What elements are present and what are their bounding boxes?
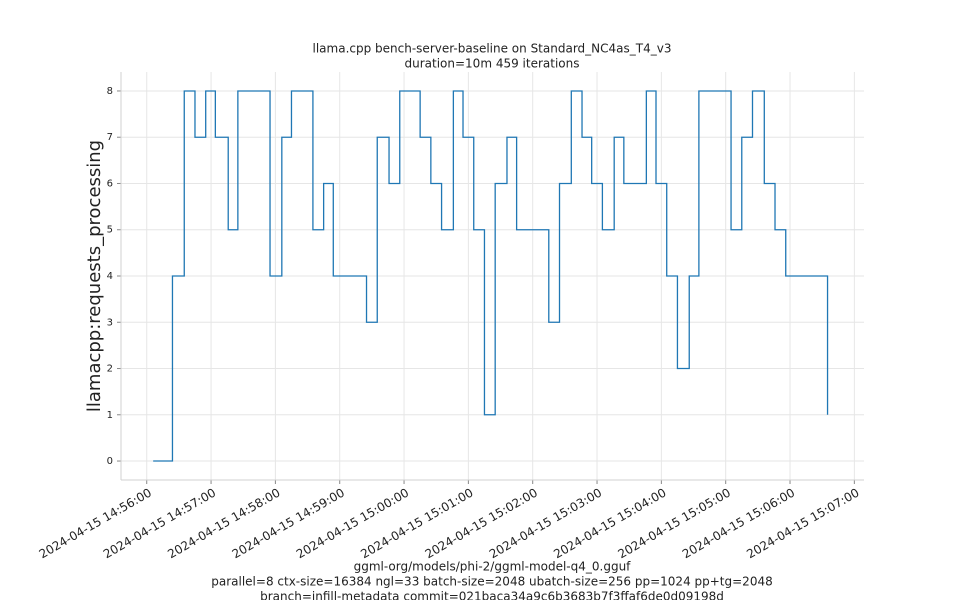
x-tick-label: 2024-04-15 15:07:00 bbox=[744, 486, 861, 562]
y-tick-label: 4 bbox=[107, 271, 113, 282]
x-tick-label: 2024-04-15 15:04:00 bbox=[551, 486, 668, 562]
y-tick-label: 6 bbox=[107, 178, 113, 189]
x-tick-label: 2024-04-15 14:56:00 bbox=[37, 486, 154, 562]
x-tick-label: 2024-04-15 15:02:00 bbox=[423, 486, 540, 562]
y-tick-label: 2 bbox=[107, 364, 113, 375]
x-axis-label: parallel=8 ctx-size=16384 ngl=33 batch-s… bbox=[211, 575, 772, 589]
x-tick-label: 2024-04-15 15:01:00 bbox=[358, 486, 475, 562]
y-tick-label: 8 bbox=[107, 86, 113, 97]
y-tick-label: 3 bbox=[107, 317, 113, 328]
y-tick-label: 0 bbox=[107, 456, 113, 467]
y-tick-label: 1 bbox=[107, 410, 113, 421]
x-axis-label: ggml-org/models/phi-2/ggml-model-q4_0.gg… bbox=[354, 560, 632, 574]
y-tick-label: 7 bbox=[107, 132, 113, 143]
chart-title: llama.cpp bench-server-baseline on Stand… bbox=[313, 42, 672, 56]
x-tick-label: 2024-04-15 15:05:00 bbox=[616, 486, 733, 562]
x-tick-label: 2024-04-15 15:03:00 bbox=[487, 486, 604, 562]
x-axis-label: branch=infill-metadata commit=021baca34a… bbox=[260, 590, 724, 600]
chart-subtitle: duration=10m 459 iterations bbox=[405, 57, 580, 71]
data-line bbox=[153, 90, 829, 462]
x-tick-label: 2024-04-15 15:00:00 bbox=[294, 486, 411, 562]
x-tick-label: 2024-04-15 14:59:00 bbox=[230, 486, 347, 562]
x-tick-label: 2024-04-15 15:06:00 bbox=[680, 486, 797, 562]
y-tick-label: 5 bbox=[107, 225, 113, 236]
x-tick-label: 2024-04-15 14:58:00 bbox=[165, 486, 282, 562]
x-tick-label: 2024-04-15 14:57:00 bbox=[101, 486, 218, 562]
y-axis-label: llamacpp:requests_processing bbox=[84, 140, 105, 412]
